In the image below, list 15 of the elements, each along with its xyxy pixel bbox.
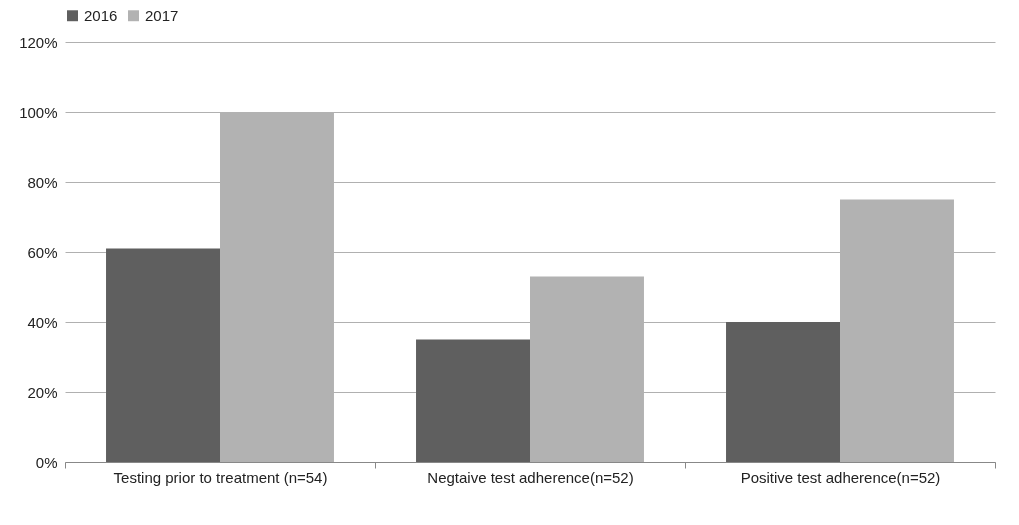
y-tick-label: 80% <box>27 173 58 191</box>
y-tick-label: 0% <box>35 453 58 471</box>
legend-label: 2016 <box>84 6 118 24</box>
y-tick-label: 40% <box>27 313 58 331</box>
legend-label: 2017 <box>145 6 179 24</box>
x-tick-label: Testing prior to treatment (n=54) <box>113 468 328 486</box>
y-tick-label: 120% <box>19 33 58 51</box>
bar <box>416 339 530 462</box>
y-tick-label: 60% <box>27 243 58 261</box>
x-tick-label: Positive test adherence(n=52) <box>740 468 941 486</box>
y-tick-label: 20% <box>27 383 58 401</box>
bar <box>106 248 220 462</box>
bar <box>726 322 840 462</box>
x-tick-label: Negtaive test adherence(n=52) <box>427 468 634 486</box>
y-tick-label: 100% <box>19 103 58 121</box>
